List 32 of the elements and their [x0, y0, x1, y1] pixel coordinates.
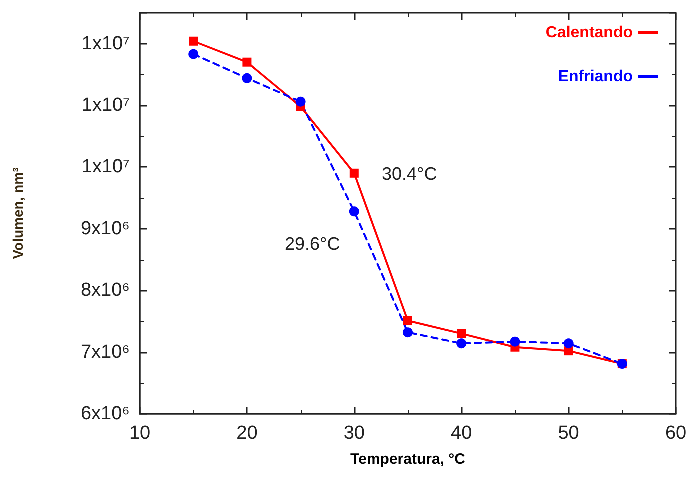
- annotation: 29.6°C: [285, 234, 340, 254]
- point: [296, 96, 306, 107]
- point: [564, 338, 574, 349]
- y-tick-label: 9x10⁶: [80, 218, 130, 240]
- y-tick-label: 1x10⁷: [82, 156, 130, 178]
- annotation: 30.4°C: [382, 164, 438, 184]
- legend-label: Calentando: [546, 24, 634, 42]
- y-axis-title: Volumen, nm³: [10, 167, 26, 260]
- point: [242, 73, 252, 84]
- x-tick-label: 30: [344, 423, 365, 444]
- y-tick-label: 7x10⁶: [80, 342, 130, 363]
- y-tick-label: 6x10⁶: [80, 404, 130, 424]
- point: [457, 329, 466, 338]
- point: [242, 58, 252, 67]
- x-tick-label: 50: [558, 423, 580, 444]
- point: [404, 316, 412, 326]
- point: [188, 49, 199, 60]
- y-tick-label: 8x10⁶: [80, 280, 130, 302]
- x-tick-label: 40: [451, 423, 472, 444]
- x-axis-title: Temperatura, °C: [350, 451, 466, 468]
- x-tick-label: 10: [129, 423, 151, 444]
- y-tick-label: 1x10⁷: [82, 33, 130, 54]
- point: [349, 206, 360, 217]
- point: [350, 168, 359, 178]
- point: [510, 336, 520, 347]
- point: [456, 338, 467, 349]
- x-tick-label: 60: [665, 423, 687, 444]
- y-tick-label: 1x10⁷: [82, 95, 130, 116]
- point: [403, 328, 413, 338]
- point: [189, 36, 198, 46]
- x-tick-label: 20: [236, 423, 258, 444]
- legend-label: Enfriando: [558, 68, 634, 86]
